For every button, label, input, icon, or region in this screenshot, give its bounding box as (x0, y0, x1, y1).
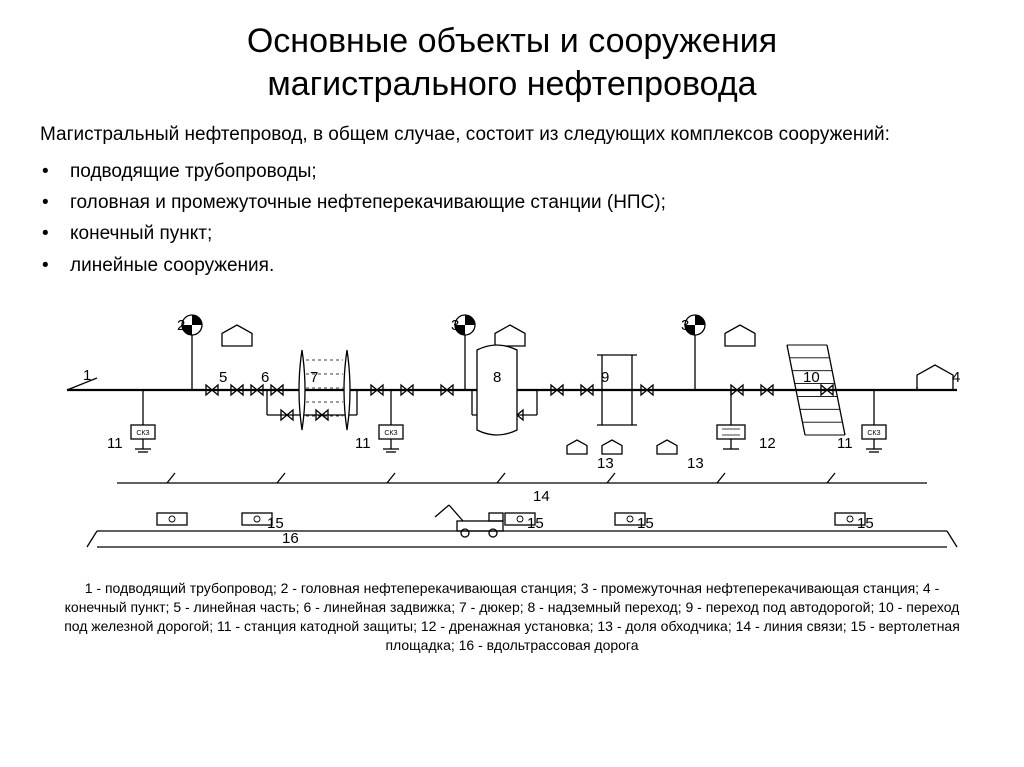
intro-text: Магистральный нефтепровод, в общем случа… (0, 105, 1024, 150)
diagram-number-label: 11 (837, 435, 853, 452)
diagram-number-label: 13 (597, 455, 614, 472)
diagram-number-label: 11 (355, 435, 371, 452)
diagram-number-label: 6 (261, 369, 269, 386)
title-line2: магистрального нефтепровода (267, 65, 756, 103)
diagram-number-label: 8 (493, 369, 501, 386)
diagram-number-label: 15 (857, 515, 874, 532)
list-item: конечный пункт; (70, 218, 984, 249)
pipeline-diagram: СКЗСКЗСКЗ 123345678910111111121313141515… (47, 295, 977, 575)
title-line1: Основные объекты и сооружения (247, 22, 777, 60)
diagram-legend: 1 - подводящий трубопровод; 2 - головная… (0, 575, 1024, 655)
diagram-number-label: 15 (527, 515, 544, 532)
diagram-number-label: 12 (759, 435, 776, 452)
bullet-list: подводящие трубопроводы; головная и пром… (0, 150, 1024, 281)
list-item: подводящие трубопроводы; (70, 156, 984, 187)
svg-text:СКЗ: СКЗ (136, 430, 149, 437)
diagram-number-label: 1 (83, 367, 91, 384)
page-title: Основные объекты и сооружения магистраль… (0, 0, 1024, 105)
list-item: линейные сооружения. (70, 250, 984, 281)
diagram-number-label: 16 (282, 530, 299, 547)
diagram-number-label: 11 (107, 435, 123, 452)
diagram-number-label: 3 (451, 317, 459, 334)
diagram-number-label: 13 (687, 455, 704, 472)
diagram-number-label: 14 (533, 488, 550, 505)
diagram-number-label: 5 (219, 369, 227, 386)
diagram-number-label: 7 (310, 369, 318, 386)
diagram-number-label: 2 (177, 317, 185, 334)
list-item: головная и промежуточные нефтеперекачива… (70, 187, 984, 218)
diagram-number-label: 3 (681, 317, 689, 334)
svg-text:СКЗ: СКЗ (384, 430, 397, 437)
diagram-number-label: 15 (637, 515, 654, 532)
diagram-number-label: 4 (952, 369, 960, 386)
diagram-number-label: 10 (803, 369, 820, 386)
svg-text:СКЗ: СКЗ (867, 430, 880, 437)
diagram-number-label: 9 (601, 369, 609, 386)
